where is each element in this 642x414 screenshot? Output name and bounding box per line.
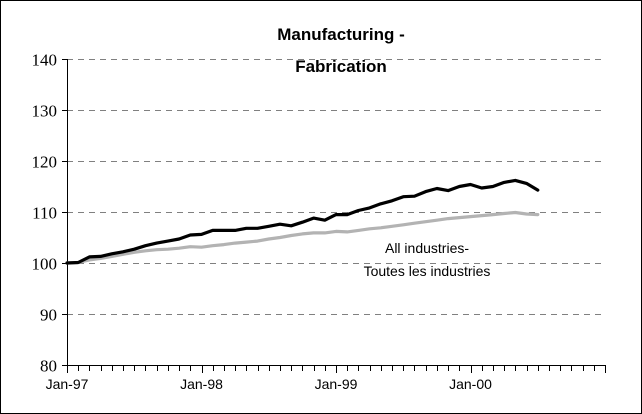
gridlines bbox=[67, 59, 605, 315]
series-line-manufacturing bbox=[65, 178, 540, 265]
tick-labels: 80 90 100 110 120 130 140 Jan-97 Jan-98 Jan-99 Jan… bbox=[32, 51, 493, 393]
chart-title-line-2: Fabrication bbox=[295, 57, 387, 76]
y-tick-label: 130 bbox=[32, 102, 58, 121]
series-line-all_industries bbox=[65, 210, 540, 265]
series-annotation-line-2: Toutes les industries bbox=[364, 263, 491, 279]
series-annotation-line-1: All industries- bbox=[385, 240, 469, 256]
x-tick-label: Jan-00 bbox=[449, 376, 492, 392]
x-tick-label: Jan-98 bbox=[180, 376, 223, 392]
y-tick-label: 110 bbox=[32, 204, 57, 223]
series-lines bbox=[65, 178, 540, 265]
y-tick-label: 90 bbox=[40, 306, 57, 325]
axes bbox=[62, 59, 606, 373]
y-tick-label: 80 bbox=[40, 357, 57, 376]
y-tick-label: 100 bbox=[32, 255, 58, 274]
x-tick-label: Jan-97 bbox=[46, 376, 89, 392]
y-tick-label: 120 bbox=[32, 153, 58, 172]
x-tick-label: Jan-99 bbox=[315, 376, 358, 392]
chart-title-line-1: Manufacturing - bbox=[277, 25, 405, 44]
y-tick-label: 140 bbox=[32, 51, 58, 70]
